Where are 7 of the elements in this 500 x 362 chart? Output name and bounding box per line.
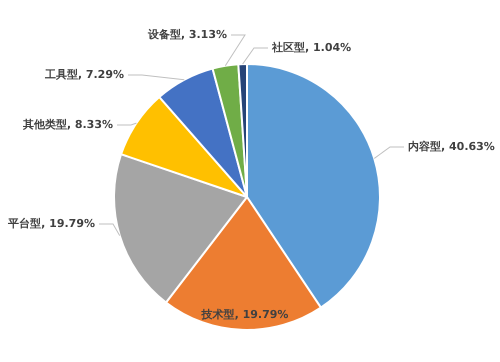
slice-label: 平台型, 19.79%: [7, 216, 95, 230]
slice-label: 技术型, 19.79%: [200, 308, 288, 321]
slice-label: 设备型, 3.13%: [146, 28, 227, 41]
slice-label: 内容型, 40.63%: [408, 140, 495, 153]
slice-label: 社区型, 1.04%: [271, 40, 352, 54]
slice-label: 其他类型, 8.33%: [22, 118, 113, 131]
slice-label: 工具型, 7.29%: [44, 68, 124, 81]
